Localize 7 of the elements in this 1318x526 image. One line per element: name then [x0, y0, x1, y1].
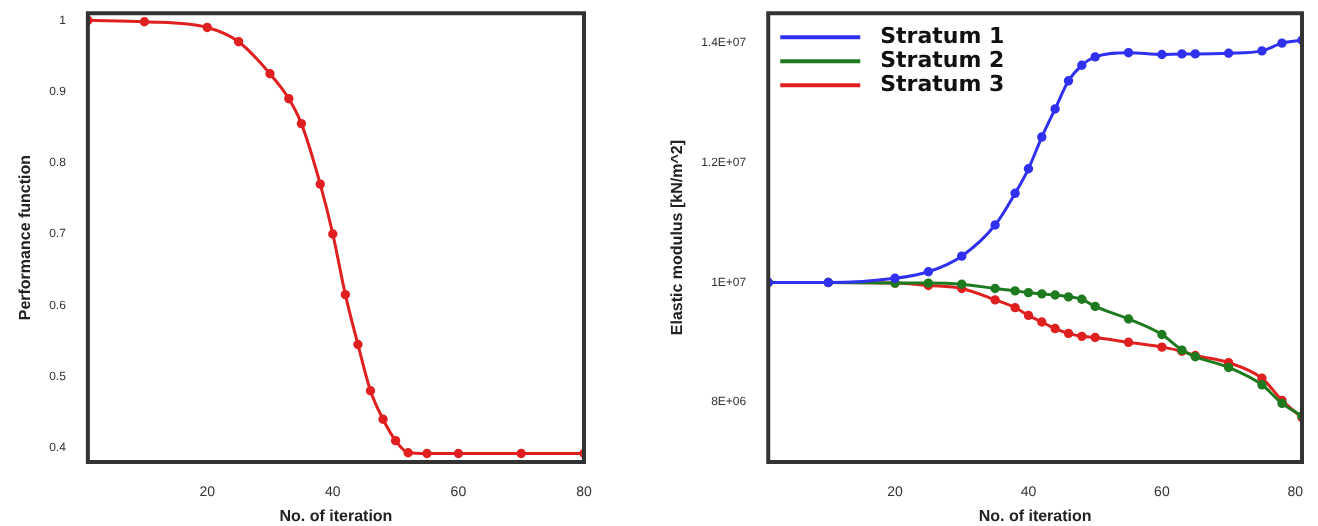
y-axis-title: Performance function [16, 154, 35, 321]
legend-label: Stratum 3 [880, 70, 1005, 97]
legend-label: Stratum 1 [880, 22, 1005, 49]
y-axis-title: Elastic modulus [kN/m^2] [668, 139, 687, 336]
x-axis-title: No. of iteration [978, 506, 1092, 525]
legend-label: Stratum 2 [880, 46, 1005, 73]
x-axis-title: No. of iteration [279, 506, 393, 525]
